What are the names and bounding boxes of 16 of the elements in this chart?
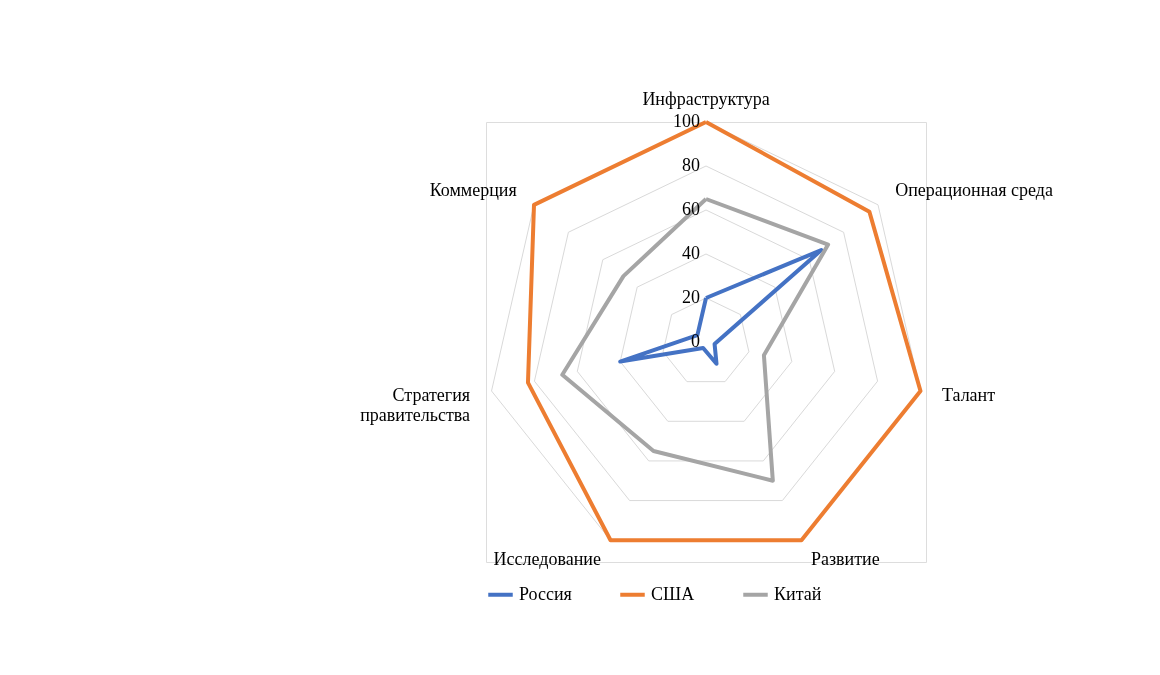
spoke-label: Стратегия правительства	[360, 384, 471, 425]
spoke-label: Талант	[941, 384, 996, 405]
y-tick-label: 100	[673, 111, 700, 131]
spoke-label: Операционная среда	[895, 180, 1054, 201]
spoke-label: Коммерция	[429, 180, 517, 201]
spoke-label: Развитие	[811, 549, 880, 570]
y-tick-label: 40	[682, 243, 700, 263]
legend-label: Китай	[774, 583, 822, 604]
y-tick-label: 0	[691, 331, 700, 351]
y-tick-label: 60	[682, 199, 700, 219]
spoke-label: Инфраструктура	[642, 89, 770, 109]
y-tick-label: 80	[682, 155, 700, 175]
legend-label: США	[651, 583, 695, 604]
legend-label: Россия	[519, 583, 572, 604]
spoke-label: Исследование	[493, 549, 601, 570]
y-tick-label: 20	[682, 287, 700, 307]
